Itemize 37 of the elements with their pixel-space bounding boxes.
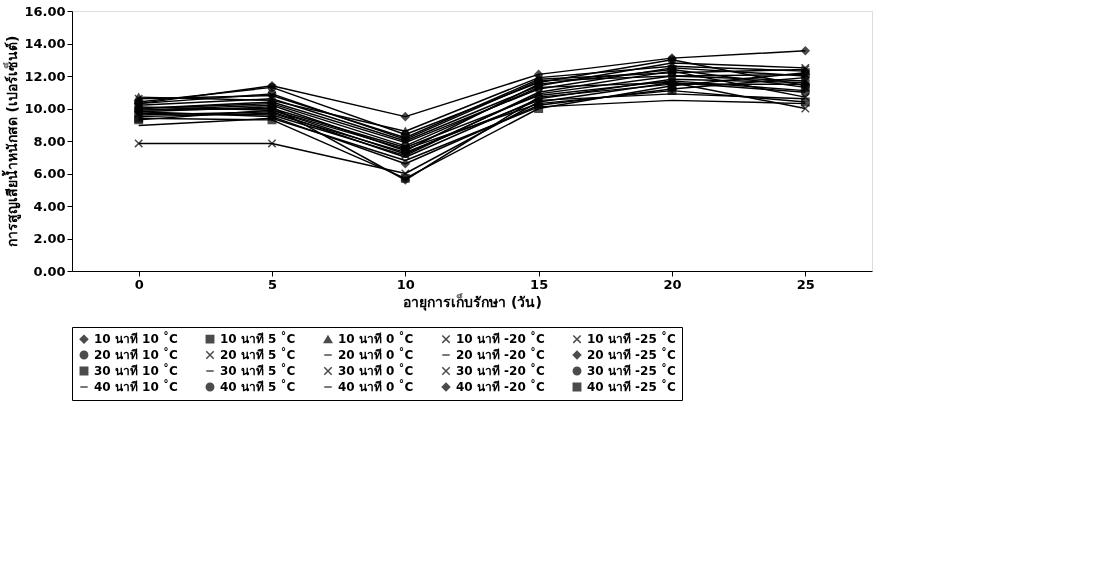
legend-label: 10 นาที -25 ˚C (587, 331, 676, 347)
y-tick-label: 12.00 (24, 68, 66, 84)
y-tick-label: 10.00 (24, 101, 66, 116)
x-tick-label: 0 (134, 276, 144, 292)
x-tick-label: 20 (663, 276, 682, 292)
legend-label: 30 นาที 5 ˚C (220, 363, 296, 378)
legend-label: 30 นาที -20 ˚C (456, 363, 545, 378)
legend-label: 40 นาที -25 ˚C (587, 379, 676, 394)
legend-label: 40 นาที -20 ˚C (456, 379, 545, 394)
legend-label: 20 นาที -25 ˚C (587, 347, 676, 362)
x-axis-title: อายุการเก็บรักษา (วัน) (403, 292, 542, 311)
x-tick-label: 15 (530, 276, 549, 292)
legend-label: 40 นาที 0 ˚C (338, 379, 414, 394)
y-tick-label: 6.00 (33, 166, 66, 181)
x-tick-label: 10 (396, 276, 415, 292)
legend-label: 20 นาที 10 ˚C (94, 347, 178, 362)
legend-label: 40 นาที 10 ˚C (94, 379, 178, 394)
x-tick-label: 5 (267, 276, 278, 292)
legend-label: 10 นาที 5 ˚C (220, 331, 296, 347)
legend-label: 10 นาที 0 ˚C (338, 331, 414, 347)
y-tick-label: 14.00 (24, 36, 66, 51)
legend-label: 30 นาที 0 ˚C (338, 363, 414, 378)
legend-label: 30 นาที 10 ˚C (94, 363, 178, 378)
legend-label: 40 นาที 5 ˚C (220, 379, 296, 394)
legend-label: 20 นาที 0 ˚C (338, 347, 414, 362)
legend-label: 10 นาที 10 ˚C (94, 331, 178, 347)
y-tick-label: 4.00 (33, 198, 66, 214)
y-tick-label: 0.00 (33, 263, 66, 279)
x-tick-label: 25 (796, 276, 815, 292)
y-tick-label: 8.00 (33, 133, 66, 149)
y-tick-label: 16.00 (24, 3, 66, 19)
y-tick-label: 2.00 (33, 231, 66, 246)
legend-label: 20 นาที 5 ˚C (220, 347, 296, 362)
y-axis-title: การสูญเสียน้ำหนักสด (เปอร์เซ็นต์) (1, 35, 22, 248)
legend-label: 10 นาที -20 ˚C (456, 331, 545, 347)
legend-label: 20 นาที -20 ˚C (456, 347, 545, 362)
legend-label: 30 นาที -25 ˚C (587, 363, 676, 378)
